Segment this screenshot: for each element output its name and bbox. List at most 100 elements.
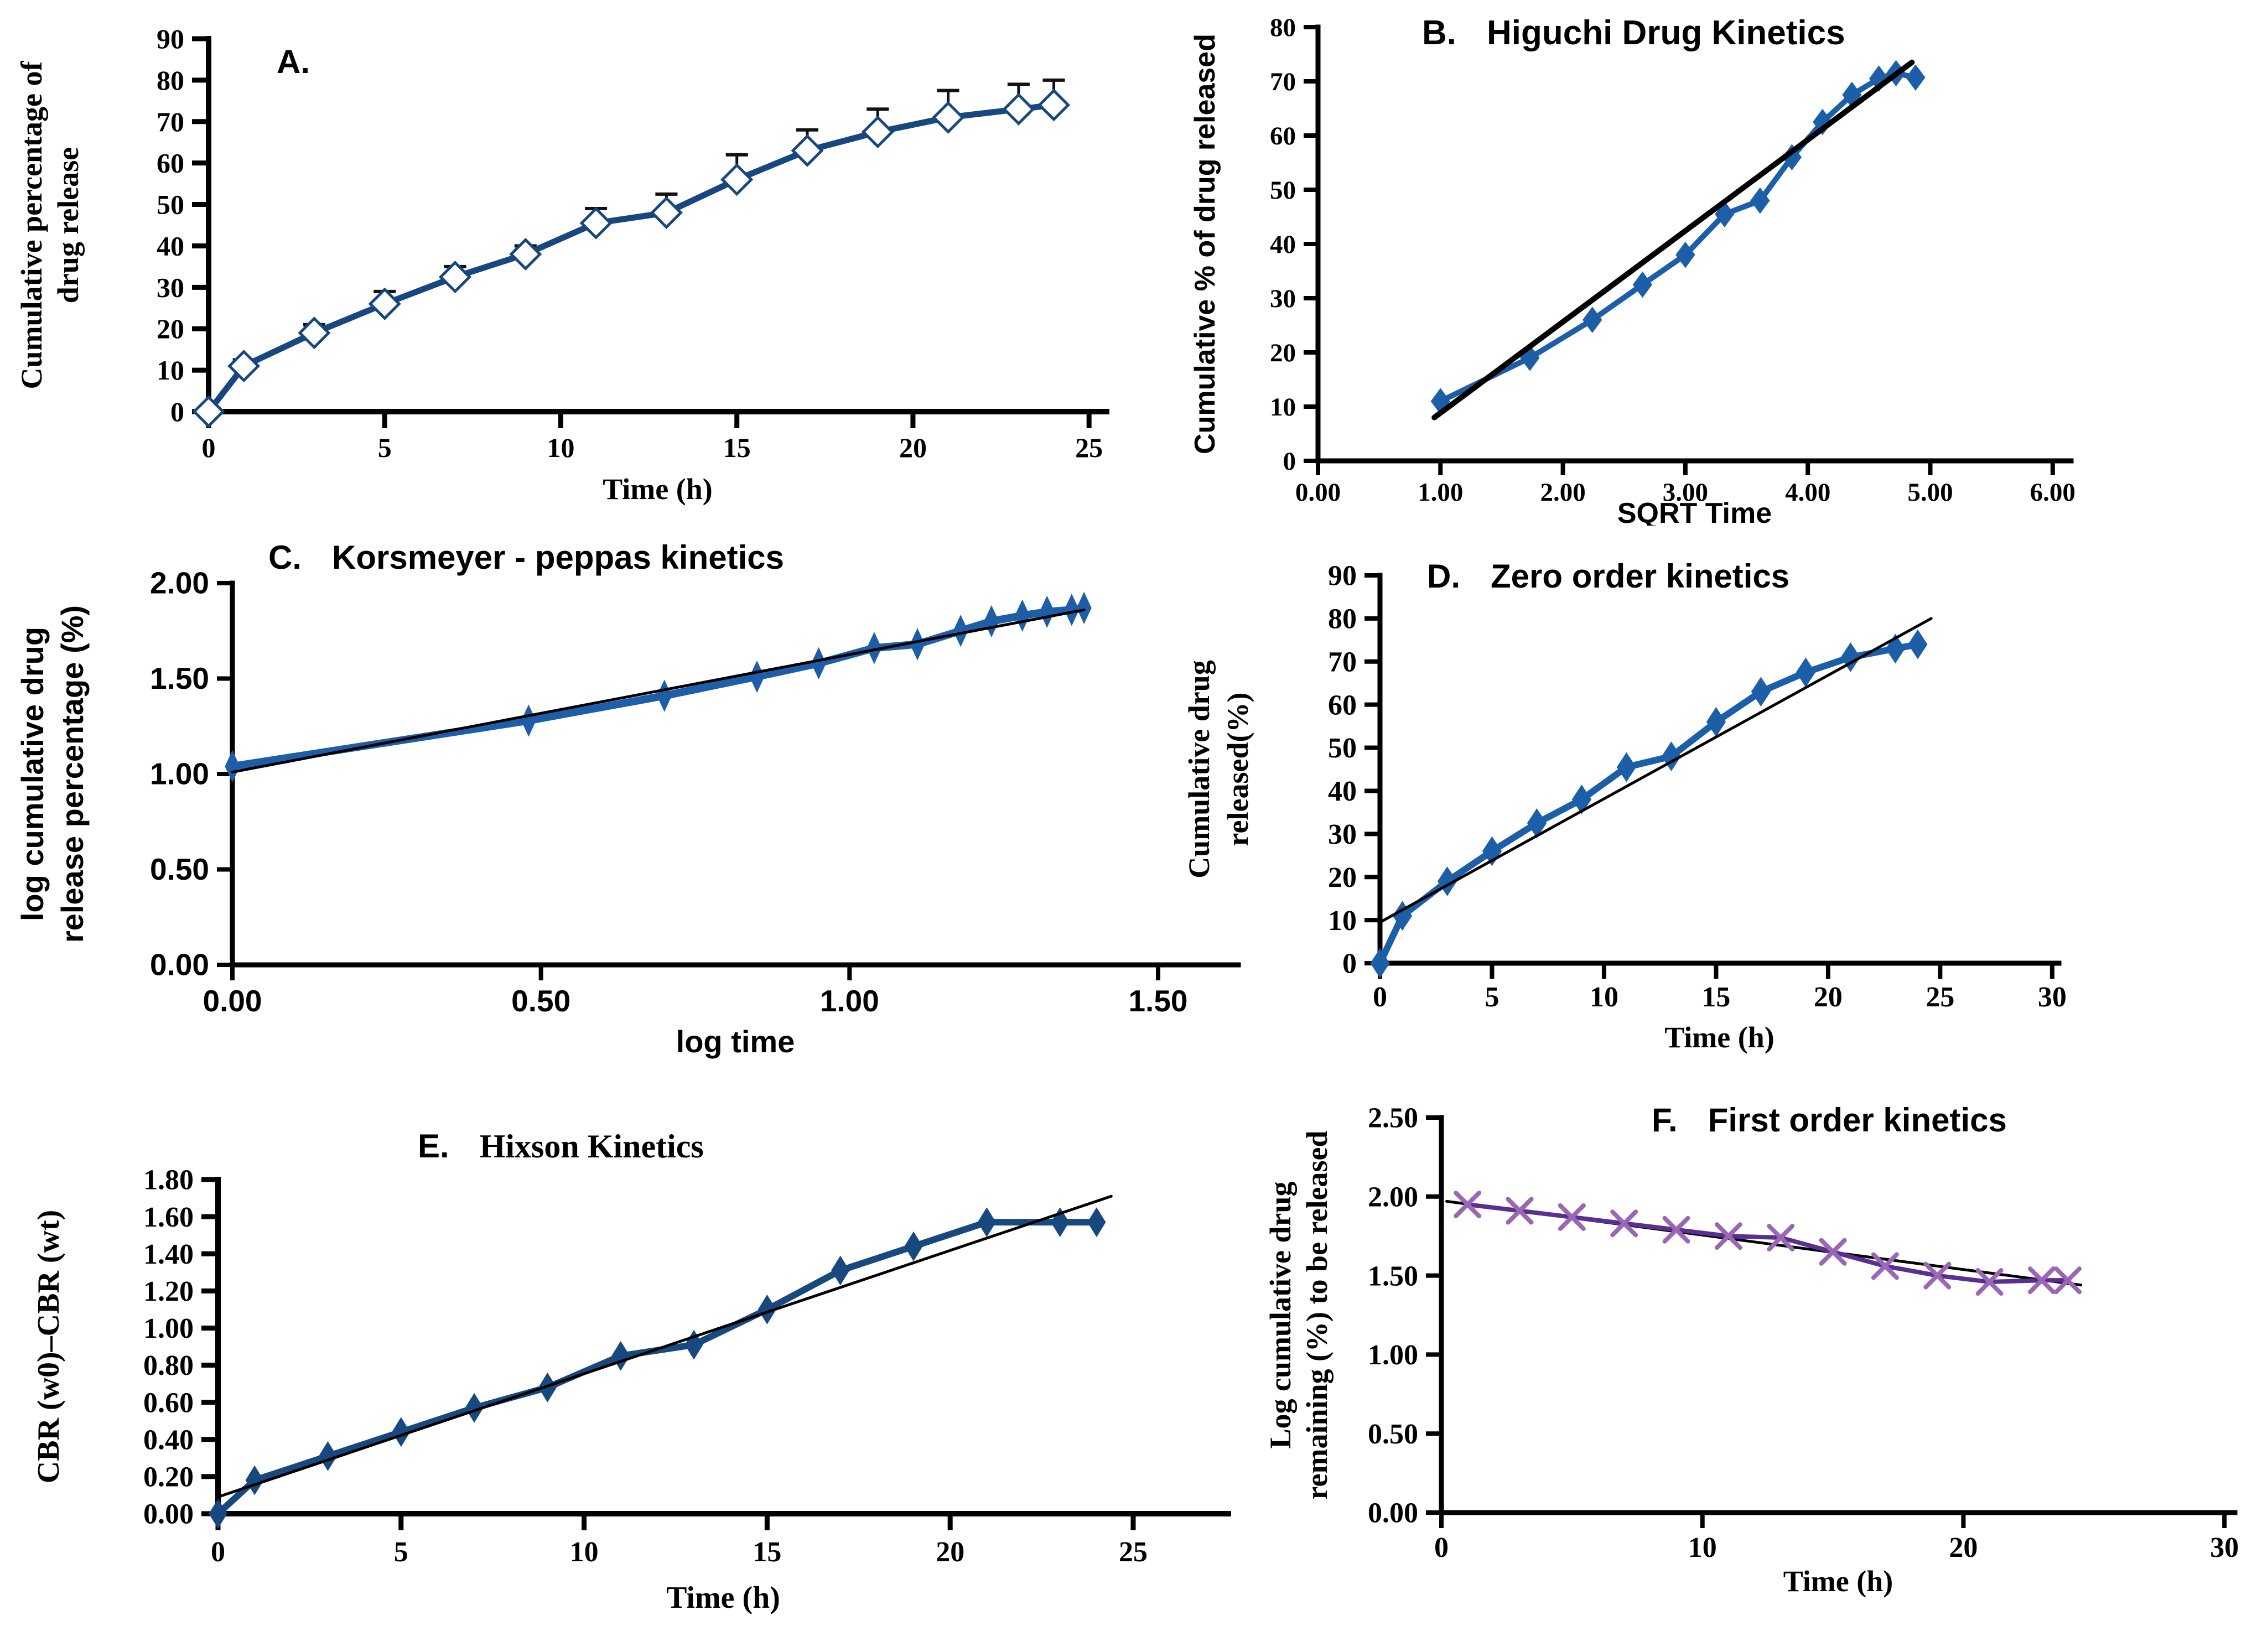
chart-canvas-e: 0 5 10 15 20 25 0.00 0.20 0.40 0.60 0.80 1.00 1.20 1.…: [32, 1128, 1231, 1615]
x-tick-label: 10: [1688, 1532, 1717, 1563]
data-point-marker: [1087, 1207, 1106, 1238]
data-point-marker: [1437, 866, 1457, 896]
data-point-marker: [904, 1231, 923, 1261]
y-tick-label: 0.50: [150, 852, 209, 886]
data-point-marker: [1076, 591, 1092, 625]
y-tick-label: 1.20: [143, 1276, 194, 1307]
data-point-marker: [1370, 948, 1390, 978]
y-tick-label: 20: [1270, 339, 1296, 367]
y-tick-label: 0.00: [143, 1499, 194, 1530]
x-tick-label: 4.00: [1785, 478, 1830, 507]
chart-title: D. Zero order kinetics: [1427, 558, 1789, 595]
x-tick-label: 20: [1949, 1532, 1978, 1563]
x-tick-label: 15: [723, 432, 751, 463]
x-tick-label: 0: [202, 432, 216, 463]
y-tick-label: 40: [1270, 230, 1296, 259]
y-tick-label: 20: [1328, 862, 1357, 893]
y-tick-label: 80: [1328, 604, 1357, 635]
data-series-line: [215, 1219, 1100, 1517]
y-tick-label: 1.00: [143, 1313, 194, 1344]
y-axis-title: Cumulative % of drug released: [1189, 34, 1221, 454]
data-point-marker: [1037, 89, 1071, 122]
data-point-marker: [521, 704, 536, 737]
data-point-marker: [749, 660, 765, 693]
y-tick-label: 0.00: [150, 948, 209, 982]
data-point-marker: [465, 1393, 484, 1423]
data-point-marker: [1871, 1252, 1899, 1280]
y-tick-label: 30: [1328, 819, 1357, 850]
data-point-marker: [1813, 108, 1833, 136]
data-point-marker: [984, 605, 999, 638]
y-tick-label: 90: [1328, 560, 1357, 592]
y-tick-label: 30: [1270, 284, 1296, 313]
data-point-marker: [1819, 1238, 1847, 1266]
y-axis-title: remaining (%) to be released: [1300, 1131, 1334, 1500]
data-point-marker: [209, 1499, 227, 1529]
data-point-marker: [1767, 1224, 1795, 1252]
data-point-marker: [1796, 657, 1816, 688]
x-axis-title: Time (h): [1783, 1565, 1893, 1598]
data-point-marker: [657, 679, 672, 712]
x-tick-label: 10: [570, 1536, 599, 1568]
y-axis-title: log cumulative drug: [15, 627, 50, 921]
data-series-line: [205, 102, 1057, 415]
x-tick-label: 5: [1485, 981, 1499, 1013]
y-tick-label: 2.00: [150, 566, 209, 600]
y-tick-label: 1.40: [143, 1239, 194, 1270]
x-tick-label: 15: [1701, 981, 1730, 1013]
y-axis-title: Cumulative drug: [1182, 660, 1216, 879]
chart-title-text: Hixson Kinetics: [480, 1128, 704, 1165]
y-tick-label: 40: [1328, 776, 1357, 807]
chart-title-text: Zero order kinetics: [1491, 558, 1789, 595]
data-point-marker: [227, 350, 261, 383]
trendline: [216, 1194, 1113, 1499]
data-point-marker: [1632, 271, 1653, 298]
chart-canvas-f: 0 10 20 30 0.00 0.50 1.00 1.50 2.00 2.50 Time (h) L…: [1264, 1102, 2239, 1598]
chart-canvas-b: 0.00 1.00 2.00 3.00 4.00 5.00 6.00 0 10 20 30 40 50 6…: [1189, 13, 2076, 526]
trendline: [231, 608, 1086, 774]
x-tick-label: 20: [936, 1536, 964, 1568]
data-point-marker: [298, 316, 331, 350]
data-point-marker: [245, 1465, 264, 1495]
data-point-marker: [1558, 1203, 1586, 1231]
data-point-marker: [2054, 1266, 2082, 1295]
data-point-marker: [1583, 306, 1602, 334]
data-point-marker: [1750, 187, 1770, 214]
data-point-marker: [811, 647, 827, 680]
panel-label: D.: [1427, 558, 1460, 595]
y-tick-label: 0.20: [143, 1462, 194, 1493]
data-point-marker: [1454, 1191, 1482, 1219]
x-tick-label: 2.00: [1540, 478, 1585, 507]
data-point-marker: [1527, 808, 1547, 838]
data-point-marker: [977, 1207, 996, 1238]
data-point-marker: [932, 101, 965, 134]
panel-label: F.: [1652, 1102, 1678, 1139]
x-tick-label: 1.50: [1128, 984, 1187, 1018]
y-tick-label: 0.40: [143, 1424, 194, 1456]
chart-title: F. First order kinetics: [1652, 1102, 2007, 1139]
panel-label: B.: [1422, 14, 1456, 52]
chart-panel-c-korsmeyer-peppas: 0.00 0.50 1.00 1.50 0.00 0.50 1.00 1.50 2.00 log …: [0, 526, 1245, 1090]
panel-label: A.: [277, 43, 310, 80]
chart-title: B. Higuchi Drug Kinetics: [1422, 14, 1845, 52]
y-tick-label: 10: [157, 355, 184, 386]
x-tick-label: 25: [1119, 1536, 1148, 1568]
data-point-marker: [1039, 595, 1055, 628]
chart-title-text: Higuchi Drug Kinetics: [1487, 14, 1845, 52]
data-point-marker: [392, 1417, 411, 1447]
y-tick-label: 0: [170, 396, 184, 427]
y-tick-label: 60: [157, 148, 184, 179]
y-tick-label: 90: [157, 23, 184, 54]
data-point-marker: [438, 261, 472, 294]
trendline: [1431, 59, 1915, 420]
chart-title: E. Hixson Kinetics: [418, 1128, 704, 1165]
x-tick-label: 5: [394, 1536, 408, 1568]
data-point-marker: [1923, 1261, 1952, 1290]
x-tick-label: 1.00: [820, 984, 879, 1018]
data-point-marker: [368, 287, 401, 320]
trendline: [1378, 617, 1933, 924]
data-point-marker: [1675, 241, 1695, 268]
y-tick-label: 60: [1328, 689, 1357, 721]
chart-canvas-d: 0 5 10 15 20 25 30 0 10 20 30 40 50 60 70 80 90 Time (h) C…: [1182, 558, 2067, 1054]
data-point-marker: [225, 750, 240, 783]
